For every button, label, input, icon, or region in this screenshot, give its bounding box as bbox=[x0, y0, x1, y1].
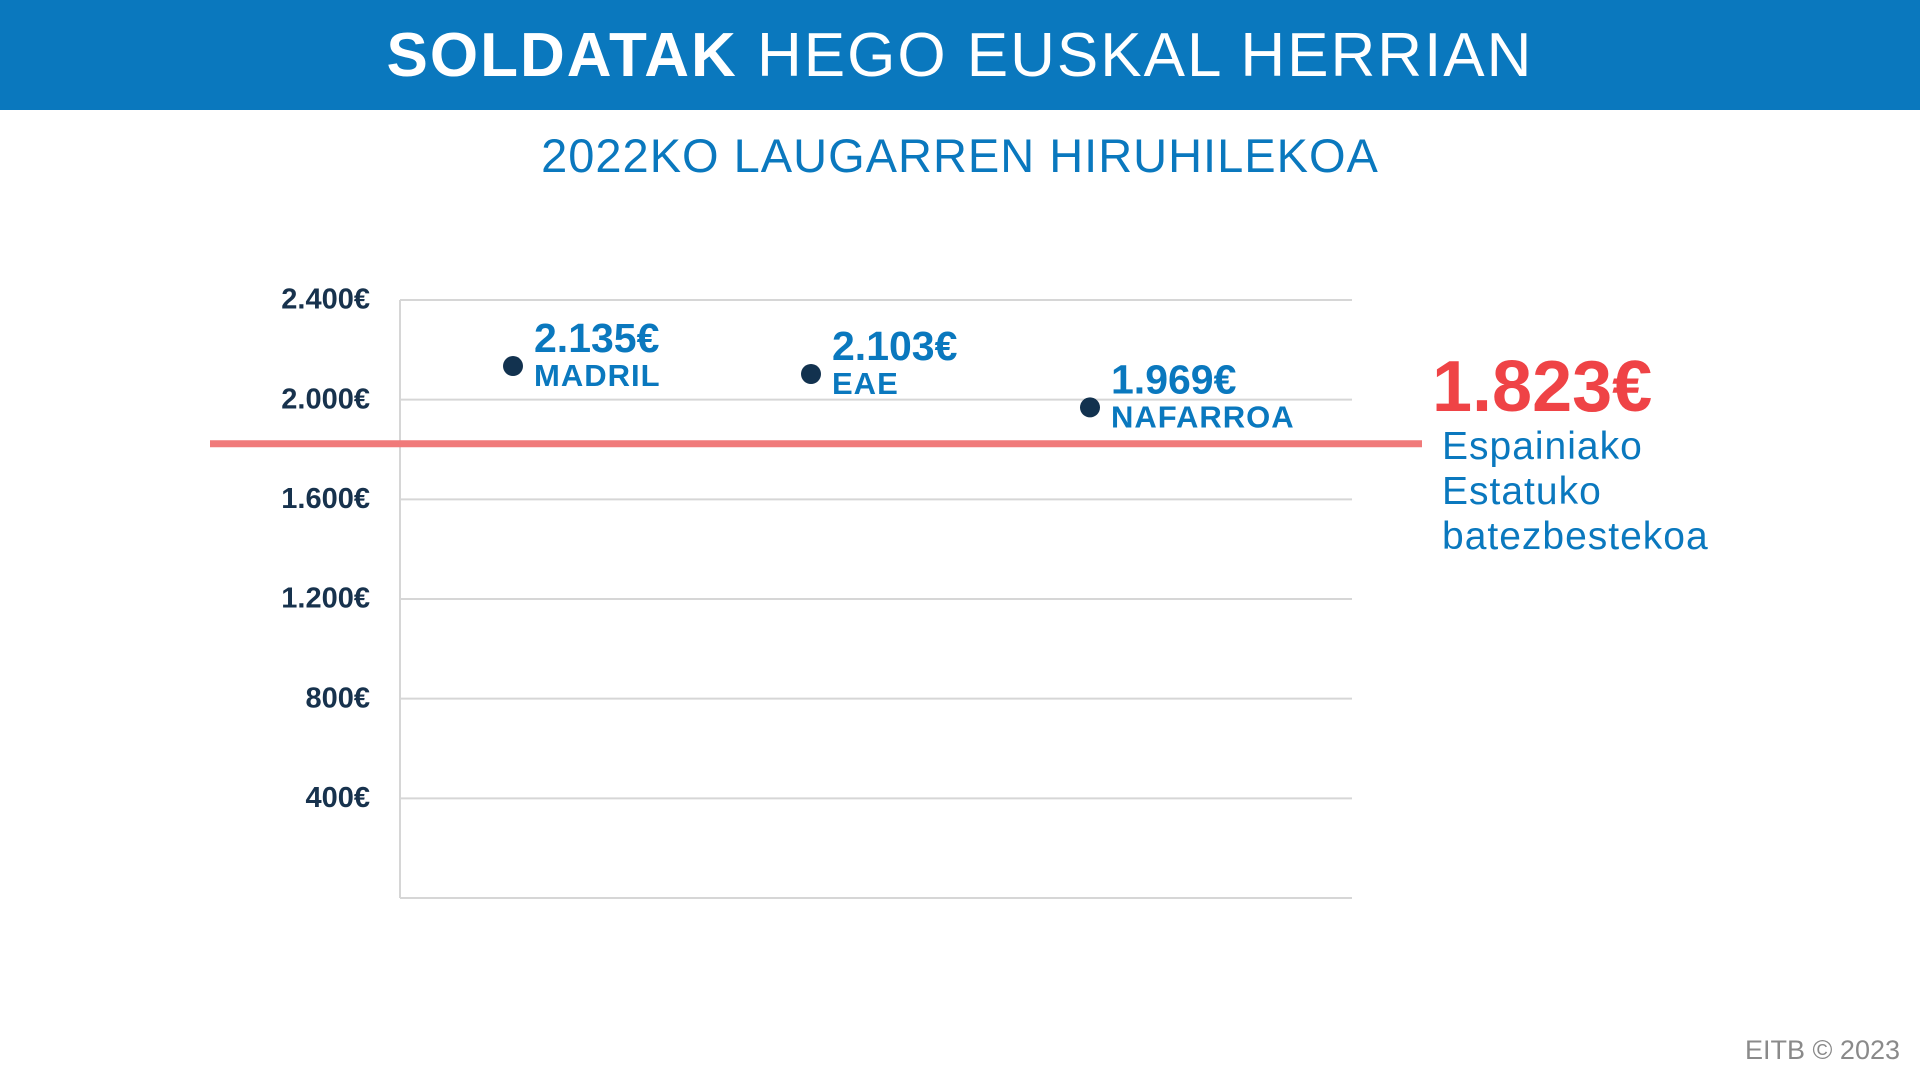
y-tick-label: 400€ bbox=[305, 782, 370, 814]
category-label: MADRIL bbox=[534, 358, 661, 393]
data-point bbox=[1080, 397, 1100, 418]
data-value-label: 1.969€ bbox=[1111, 356, 1237, 402]
y-tick-label: 1.600€ bbox=[281, 483, 370, 515]
header-banner: SOLDATAK HEGO EUSKAL HERRIAN bbox=[0, 0, 1920, 110]
data-point bbox=[503, 356, 523, 377]
y-tick-label: 1.200€ bbox=[281, 583, 370, 615]
page-title: SOLDATAK HEGO EUSKAL HERRIAN bbox=[387, 20, 1534, 91]
reference-description-line: Espainiako bbox=[1442, 425, 1643, 468]
copyright-notice: EITB © 2023 bbox=[1745, 1035, 1900, 1065]
y-tick-label: 2.400€ bbox=[281, 284, 370, 316]
title-bold: SOLDATAK bbox=[386, 20, 738, 90]
reference-description-line: Estatuko bbox=[1442, 470, 1602, 513]
chart-subtitle: 2022KO LAUGARREN HIRUHILEKOA bbox=[541, 129, 1379, 182]
data-value-label: 2.135€ bbox=[534, 315, 660, 361]
title-rest: HEGO EUSKAL HERRIAN bbox=[757, 20, 1534, 90]
y-tick-label: 2.000€ bbox=[281, 383, 370, 415]
reference-value-label: 1.823€ bbox=[1432, 347, 1653, 427]
category-label: NAFARROA bbox=[1111, 399, 1295, 434]
data-value-label: 2.103€ bbox=[832, 323, 958, 369]
reference-description: Espainiako Estatuko batezbestekoa bbox=[1442, 424, 1862, 559]
data-point bbox=[801, 364, 821, 385]
reference-description-line: batezbestekoa bbox=[1442, 515, 1709, 558]
category-label: EAE bbox=[832, 366, 899, 401]
y-tick-label: 800€ bbox=[305, 682, 370, 714]
